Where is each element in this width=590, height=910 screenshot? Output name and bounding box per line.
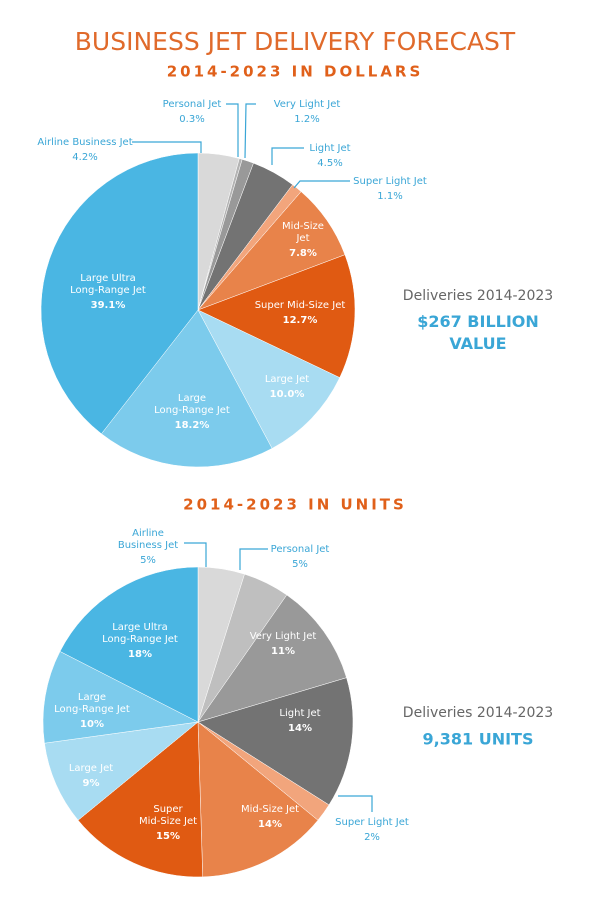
slice-label: Large Long-Range Jet: [54, 692, 130, 715]
pie-slice: [42, 651, 199, 744]
chart-subtitle: 2014-2023 IN DOLLARS: [167, 63, 424, 81]
pie-slice: [197, 594, 347, 723]
note-value: $267 BILLION VALUE: [417, 312, 539, 353]
pie-slice: [40, 152, 199, 435]
slice-label: Airline Business Jet: [118, 528, 178, 551]
leader-line: [239, 548, 268, 570]
page-title: BUSINESS JET DELIVERY FORECAST: [75, 27, 516, 56]
chart-subtitle: 2014-2023 IN UNITS: [183, 496, 407, 514]
leader-line: [184, 542, 207, 567]
slice-label: Very Light Jet: [250, 631, 317, 642]
slice-value: 2%: [364, 832, 380, 843]
slice-value: 14%: [288, 723, 312, 734]
slice-label: Light Jet: [279, 708, 320, 719]
slice-value: 1.1%: [377, 191, 402, 202]
leader-line: [244, 103, 256, 159]
slice-label: Large Jet: [265, 374, 309, 385]
pie-slice: [44, 721, 199, 821]
slice-label: Super Mid-Size Jet: [255, 300, 346, 311]
note-value: 9,381 UNITS: [423, 730, 534, 749]
pie-slice: [197, 309, 341, 449]
leader-line: [338, 795, 373, 812]
slice-value: 5%: [140, 555, 156, 566]
slice-label: Personal Jet: [271, 544, 330, 555]
slice-value: 7.8%: [289, 248, 317, 259]
slice-label: Large Ultra Long-Range Jet: [70, 273, 146, 296]
slice-label: Large Jet: [69, 763, 113, 774]
leader-line: [132, 141, 202, 153]
pie-slice: [197, 721, 319, 878]
pie-slice: [197, 254, 356, 378]
slice-value: 14%: [258, 819, 282, 830]
slice-label: Super Mid-Size Jet: [139, 804, 197, 827]
slice-label: Mid-Size Jet: [241, 804, 299, 815]
slice-label: Airline Business Jet: [37, 137, 132, 148]
slice-value: 9%: [83, 778, 100, 789]
slice-value: 10%: [80, 719, 104, 730]
slice-value: 4.2%: [72, 152, 97, 163]
note-label: Deliveries 2014-2023: [403, 288, 553, 304]
slice-label: Super Light Jet: [335, 817, 409, 828]
slice-value: 10.0%: [270, 389, 305, 400]
slice-value: 11%: [271, 646, 295, 657]
slice-value: 39.1%: [91, 300, 126, 311]
note-label: Deliveries 2014-2023: [403, 705, 553, 721]
slice-label: Large Ultra Long-Range Jet: [102, 622, 178, 645]
slice-label: Very Light Jet: [274, 99, 341, 110]
slice-value: 1.2%: [294, 114, 319, 125]
slice-value: 4.5%: [317, 158, 342, 169]
slice-label: Mid-Size Jet: [282, 221, 324, 244]
leader-line: [271, 147, 304, 165]
slice-value: 0.3%: [179, 114, 204, 125]
slice-value: 18.2%: [175, 420, 210, 431]
slice-value: 5%: [292, 559, 308, 570]
slice-value: 18%: [128, 649, 152, 660]
pie-slice: [197, 677, 354, 806]
pie-slice: [77, 721, 203, 878]
pie-slice: [59, 566, 199, 723]
leader-line: [293, 180, 350, 189]
leader-line: [226, 103, 239, 157]
slice-label: Light Jet: [309, 143, 350, 154]
slice-label: Large Long-Range Jet: [154, 393, 230, 416]
pie-slice: [101, 309, 273, 468]
slice-label: Super Light Jet: [353, 176, 427, 187]
slice-value: 15%: [156, 831, 180, 842]
slice-label: Personal Jet: [163, 99, 222, 110]
slice-value: 12.7%: [283, 315, 318, 326]
